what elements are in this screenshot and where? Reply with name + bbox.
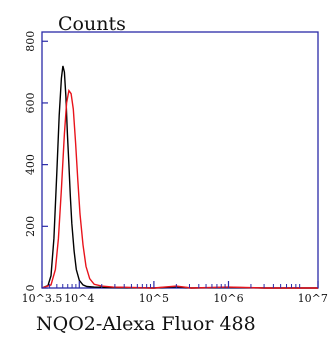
plot-frame bbox=[41, 31, 319, 289]
series-layer bbox=[41, 65, 318, 289]
y-tick-label: 200 bbox=[24, 216, 37, 237]
y-tick-label: 800 bbox=[24, 31, 37, 52]
x-tick-label: 10^5 bbox=[139, 292, 169, 305]
x-axis: 10^3.510^4 10^5 10^6 10^7.2 bbox=[22, 281, 328, 305]
x-axis-title: NQO2-Alexa Fluor 488 bbox=[36, 313, 256, 335]
y-tick-label: 0 bbox=[24, 285, 37, 292]
y-tick-label: 600 bbox=[24, 92, 37, 113]
chart-title: Counts bbox=[58, 13, 126, 35]
x-tick-label: 10^6 bbox=[213, 292, 243, 305]
x-tick-label: 10^7.2 bbox=[298, 292, 328, 305]
x-tick-label: 10^3.5 bbox=[22, 292, 63, 305]
series-line-1 bbox=[41, 65, 318, 289]
series-line-2 bbox=[41, 88, 318, 289]
y-tick-label: 400 bbox=[24, 154, 37, 175]
x-tick-label: 10^4 bbox=[64, 292, 94, 305]
y-axis: 0 200 400 600 800 bbox=[24, 31, 48, 292]
